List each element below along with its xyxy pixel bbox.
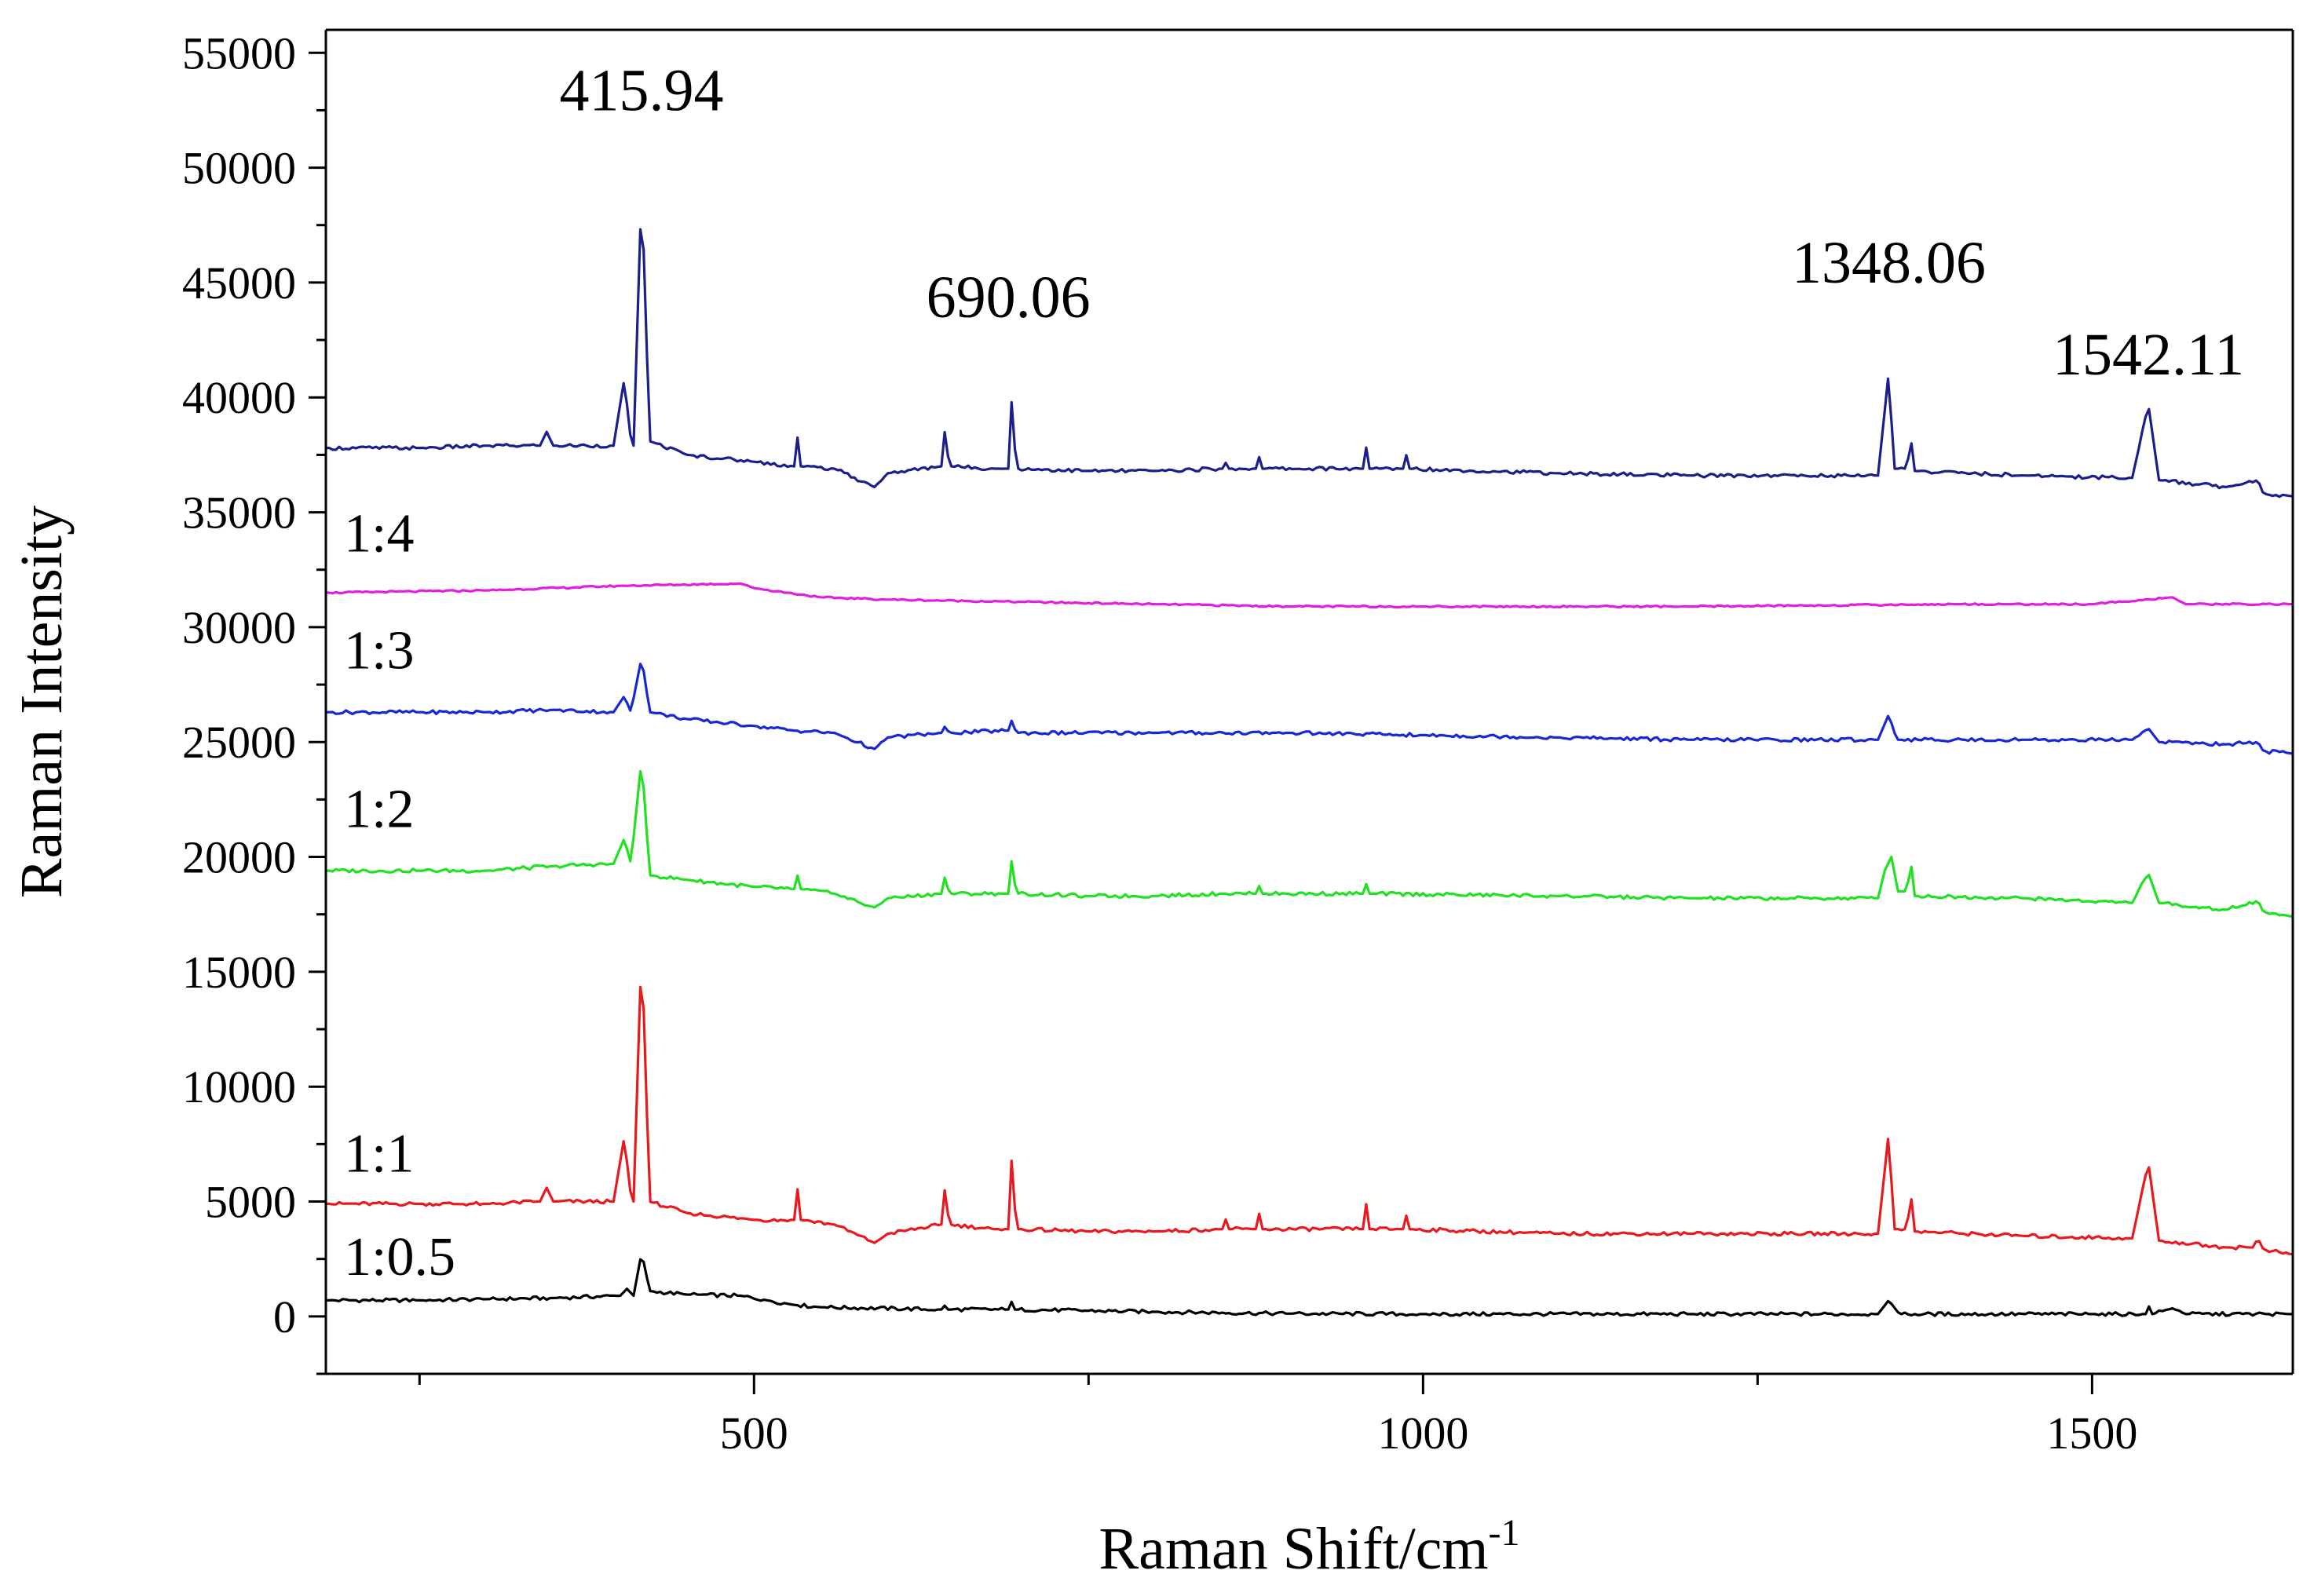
peak-label: 690.06 <box>927 265 1091 331</box>
y-tick-label: 45000 <box>182 257 296 309</box>
y-tick-label: 20000 <box>182 832 296 883</box>
x-axis-title: Raman Shift/cm-1 <box>1099 1512 1519 1582</box>
series-line-1-0-5 <box>326 1258 2293 1317</box>
series-line-1-2 <box>326 769 2294 919</box>
y-tick-label: 30000 <box>182 602 296 653</box>
labels-layer: 0 5000 10000 15000 20000 25000 30000 35000 40000… <box>9 27 2244 1582</box>
series-line-top <box>326 228 2294 499</box>
y-tick-label: 10000 <box>182 1061 296 1112</box>
series-line-1-3 <box>326 663 2294 755</box>
series-line-1-4 <box>325 582 2293 609</box>
y-tick-label: 25000 <box>182 717 296 768</box>
peak-label: 1542.11 <box>2053 322 2244 388</box>
y-tick-label: 5000 <box>205 1177 296 1228</box>
y-tick-label: 40000 <box>182 372 296 423</box>
axes-layer <box>309 28 2294 1394</box>
series-label: 1:4 <box>344 503 414 564</box>
series-label: 1:0.5 <box>344 1227 455 1287</box>
series-layer <box>325 228 2294 1317</box>
series-label: 1:2 <box>344 779 414 839</box>
y-tick-label: 55000 <box>182 27 296 79</box>
peak-label: 1348.06 <box>1792 230 1986 296</box>
y-tick-label: 35000 <box>182 488 296 539</box>
series-line-1-1 <box>326 985 2294 1256</box>
peak-label: 415.94 <box>560 57 724 123</box>
x-tick-label: 1500 <box>2046 1408 2137 1459</box>
x-tick-label: 1000 <box>1377 1408 1468 1459</box>
y-tick-label: 50000 <box>182 143 296 194</box>
y-tick-label: 0 <box>273 1291 296 1342</box>
x-tick-label: 500 <box>720 1408 788 1459</box>
series-label: 1:3 <box>344 621 414 681</box>
y-tick-label: 15000 <box>182 947 296 998</box>
series-label: 1:1 <box>344 1123 414 1184</box>
y-axis-title: Raman Intensity <box>9 506 75 898</box>
